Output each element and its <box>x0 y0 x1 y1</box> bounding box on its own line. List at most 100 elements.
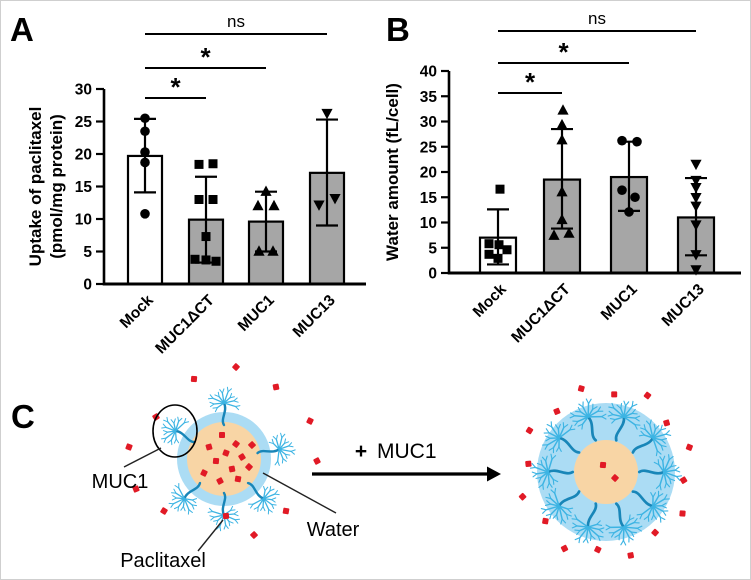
data-point-triangle-down <box>313 200 325 211</box>
x-category-label: MUC13 <box>659 281 708 330</box>
paclitaxel-molecule <box>577 385 585 393</box>
error-bar <box>316 118 338 227</box>
data-point-triangle-down <box>690 265 702 276</box>
muc1-glycoprotein <box>540 487 581 525</box>
paclitaxel-leader-line <box>197 519 224 552</box>
muc1-annotation-circle <box>152 404 198 458</box>
paclitaxel-molecule <box>599 461 607 469</box>
data-point-triangle-up <box>267 245 279 256</box>
y-tick-label: 25 <box>75 114 93 131</box>
significance-label: * <box>558 37 569 67</box>
paclitaxel-molecule <box>200 469 208 477</box>
muc1-glycoprotein <box>571 502 605 544</box>
panel-c-schematic: MUC1 Water Paclitaxel + MUC1 <box>92 363 693 572</box>
data-point-square <box>493 253 503 263</box>
micelle-after <box>518 385 693 559</box>
y-tick-label: 25 <box>420 139 438 156</box>
significance-label: ns <box>227 12 245 31</box>
data-point-square <box>208 195 218 204</box>
paclitaxel-molecule <box>611 391 618 398</box>
paclitaxel-molecule <box>248 441 256 449</box>
data-point-triangle-up <box>252 199 264 211</box>
data-point-triangle-up <box>260 185 272 196</box>
paclitaxel-molecule <box>232 440 240 448</box>
micelle-core <box>187 422 261 496</box>
muc1-glycoprotein <box>256 432 296 466</box>
y-tick-label: 10 <box>420 215 437 232</box>
y-tick-label: 30 <box>75 82 92 99</box>
x-category-label: MUC1 <box>598 281 641 324</box>
y-tick-label: 15 <box>75 179 93 196</box>
data-point-circle <box>617 185 627 195</box>
paclitaxel-molecule <box>679 476 688 484</box>
data-point-triangle-down <box>690 159 702 171</box>
paclitaxel-molecule <box>542 517 549 525</box>
paclitaxel-molecule <box>282 507 290 515</box>
data-point-square <box>502 245 512 255</box>
data-point-triangle-up <box>268 199 280 211</box>
y-tick-label: 10 <box>75 212 92 229</box>
data-point-circle <box>140 113 150 124</box>
paclitaxel-molecule <box>313 457 321 465</box>
paclitaxel-molecule <box>627 552 635 559</box>
y-tick-label: 5 <box>428 240 437 257</box>
data-point-triangle-down <box>690 193 702 204</box>
panel-b-bar-chart: Water amount (fL/cell) 0 5 10 15 20 25 30 35 40 M… <box>383 9 741 346</box>
y-tick-label: 40 <box>420 64 437 81</box>
paclitaxel-molecule <box>222 449 230 457</box>
paclitaxel-molecule <box>245 463 253 471</box>
x-category-label: MUC13 <box>290 292 339 341</box>
y-tick-label: 30 <box>420 114 437 131</box>
paclitaxel-molecule <box>238 453 246 461</box>
muc1-glycoprotein <box>637 454 683 491</box>
muc1-glycoprotein <box>631 490 670 523</box>
paclitaxel-molecule <box>651 528 659 537</box>
water-leader-line <box>262 472 337 514</box>
significance-label: ns <box>588 9 606 28</box>
paclitaxel-molecule <box>219 432 225 438</box>
data-point-square <box>194 159 204 169</box>
paclitaxel-label: Paclitaxel <box>120 550 206 572</box>
muc1-glycoprotein <box>605 502 643 546</box>
data-point-triangle-down <box>690 182 702 194</box>
data-point-square <box>194 195 204 204</box>
y-tick-label: 20 <box>420 165 437 182</box>
reaction-plus-sign: + <box>355 440 367 463</box>
x-category-label: MUC1ΔCT <box>508 280 574 346</box>
x-category-label: Mock <box>470 281 510 321</box>
data-point-triangle-down <box>690 250 702 261</box>
data-point-circle <box>617 135 627 146</box>
y-tick-label: 0 <box>83 277 92 294</box>
data-point-triangle-down <box>690 201 702 213</box>
micelle-before <box>125 363 321 539</box>
bar <box>126 154 164 286</box>
data-point-circle <box>140 147 150 157</box>
data-point-circle <box>624 207 634 217</box>
paclitaxel-molecule <box>306 417 314 425</box>
x-category-label: MUC1 <box>235 292 278 335</box>
data-point-circle <box>140 209 150 219</box>
paclitaxel-molecule <box>272 383 280 391</box>
paclitaxel-molecule <box>525 460 532 467</box>
paclitaxel-molecule <box>228 465 236 473</box>
data-point-square <box>201 232 211 242</box>
data-point-triangle-up <box>556 213 568 225</box>
paclitaxel-molecule <box>216 477 224 485</box>
data-point-circle <box>632 136 642 147</box>
muc1-label: MUC1 <box>92 471 149 493</box>
significance-label: * <box>525 67 536 97</box>
paclitaxel-molecule <box>553 407 561 416</box>
paclitaxel-molecule <box>222 512 230 520</box>
data-point-square <box>190 254 200 264</box>
paclitaxel-molecule <box>212 457 220 465</box>
paclitaxel-molecule <box>205 443 213 451</box>
panel-label-b: B <box>386 11 410 48</box>
paclitaxel-molecule <box>125 443 133 451</box>
paclitaxel-molecule <box>518 492 527 501</box>
paclitaxel-molecule <box>685 443 693 451</box>
paclitaxel-molecule <box>560 544 569 553</box>
data-point-circle <box>140 126 150 137</box>
muc1-glycoprotein <box>631 419 672 457</box>
paclitaxel-molecule <box>643 391 652 400</box>
water-label: Water <box>307 519 360 541</box>
